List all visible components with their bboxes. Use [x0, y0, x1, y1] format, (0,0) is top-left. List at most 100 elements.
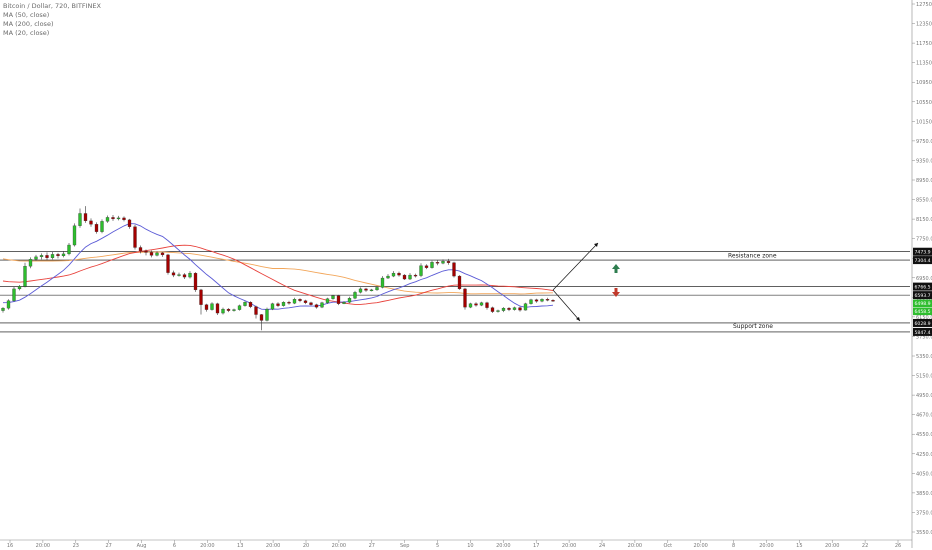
x-tick-label: 20:00: [496, 543, 510, 549]
candle-up: [265, 308, 269, 321]
y-tick-label: 5350.0: [916, 354, 932, 360]
candle-down: [336, 295, 341, 304]
chart-title: Bitcoin / Dollar, 720, BITFINEX: [3, 2, 101, 10]
y-tick-label: 8550.0: [916, 198, 932, 204]
level-price-box: [913, 291, 932, 300]
candle-up: [270, 303, 275, 310]
x-tick-label: 24: [599, 543, 605, 549]
candle-up: [375, 287, 379, 291]
ma20-line: [2, 223, 554, 310]
y-tick-label: 11350.0: [916, 61, 932, 67]
candle-up: [105, 217, 110, 222]
x-tick-label: Sep: [400, 543, 409, 549]
bullish-arrow-icon: [612, 264, 620, 273]
candle-up: [72, 225, 77, 246]
candle-down: [127, 219, 132, 227]
current-price-label: 6498.9: [915, 301, 931, 307]
y-tick-label: 5150.0: [916, 374, 932, 380]
y-tick-label: 12750.0: [916, 2, 932, 8]
x-tick-label: 13: [237, 543, 243, 549]
candle-up: [501, 307, 506, 311]
candle-down: [204, 304, 209, 310]
candle-up: [430, 262, 434, 268]
candle-down: [171, 272, 176, 276]
candle-down: [474, 303, 478, 306]
candle-down: [490, 307, 495, 312]
x-tick-label: 20:00: [266, 543, 280, 549]
y-tick-label: 4670.0: [916, 413, 932, 419]
current-price-box: [913, 299, 932, 308]
candle-up: [67, 244, 71, 255]
candle-down: [452, 262, 456, 277]
y-tick-label: 4550.0: [916, 432, 932, 438]
candle-down: [397, 272, 401, 276]
candle-up: [353, 292, 357, 299]
y-tick-label: 4950.0: [916, 393, 932, 399]
candle-down: [303, 300, 308, 303]
projection-down-line: [552, 289, 581, 322]
y-tick-label: 3850.0: [916, 491, 932, 497]
candle-down: [248, 302, 253, 307]
bearish-arrow-icon: [612, 288, 620, 297]
candle-down: [199, 289, 203, 305]
x-tick-label: 22: [862, 543, 868, 549]
candle-up: [100, 221, 104, 232]
level-price-box: [913, 318, 932, 327]
level-price-box: [913, 327, 932, 336]
candle-up: [23, 266, 27, 287]
x-tick-label: 20:00: [200, 543, 214, 549]
candle-up: [243, 302, 247, 306]
candle-up: [281, 302, 286, 306]
x-tick-label: 8: [732, 543, 735, 549]
candle-up: [419, 265, 423, 276]
y-tick-label: 10550.0: [916, 100, 932, 106]
y-tick-label: 5750.0: [916, 334, 932, 340]
candle-up: [358, 288, 363, 293]
candle-up: [512, 307, 517, 310]
candle-up: [342, 302, 346, 304]
x-tick-label: 20:00: [693, 543, 707, 549]
candle-down: [94, 224, 99, 232]
y-tick-label: 12350.0: [916, 22, 932, 28]
candle-up: [347, 298, 352, 303]
candle-down: [551, 300, 555, 302]
candle-down: [182, 274, 187, 278]
ma200-line: [2, 251, 554, 295]
candle-down: [259, 314, 264, 321]
x-tick-label: 27: [369, 543, 375, 549]
y-tick-label: 9350.0: [916, 158, 932, 164]
candle-down: [111, 217, 115, 220]
price-axis: 12750.0 12350.0 11750.0 11350.0 10950.0 10550…: [912, 2, 932, 536]
indicator-ma50[interactable]: MA (50, close): [3, 11, 50, 19]
candle-down: [166, 254, 170, 273]
candle-down: [276, 303, 280, 306]
candle-up: [325, 298, 330, 303]
level-price-label: 6593.7: [915, 293, 931, 299]
level-price-box: [913, 247, 932, 256]
chart-legend: Bitcoin / Dollar, 720, BITFINEX MA (50, …: [3, 2, 101, 38]
x-tick-label: 20:00: [332, 543, 346, 549]
candle-up: [177, 274, 181, 276]
candle-down: [485, 302, 489, 308]
candle-down: [254, 306, 258, 315]
indicator-ma20[interactable]: MA (20, close): [3, 29, 50, 37]
candle-down: [287, 302, 291, 304]
candle-down: [435, 262, 440, 264]
candle-down: [83, 213, 88, 222]
level-price-label: 6766.5: [915, 285, 931, 291]
level-price-label: 6028.9: [915, 321, 931, 327]
candle-up: [188, 272, 192, 278]
candle-up: [479, 302, 484, 306]
projection-down-arrowhead: [576, 317, 580, 321]
indicator-ma200[interactable]: MA (200, close): [3, 20, 54, 28]
candle-up: [232, 309, 236, 311]
candle-down: [215, 303, 220, 314]
candle-up: [116, 217, 121, 220]
projection-lines: [552, 242, 620, 322]
level-price-label: 7304.4: [915, 258, 931, 264]
candle-down: [144, 250, 148, 253]
candle-down: [226, 308, 231, 311]
candle-down: [133, 226, 137, 248]
y-tick-label: 6950.0: [916, 276, 932, 282]
